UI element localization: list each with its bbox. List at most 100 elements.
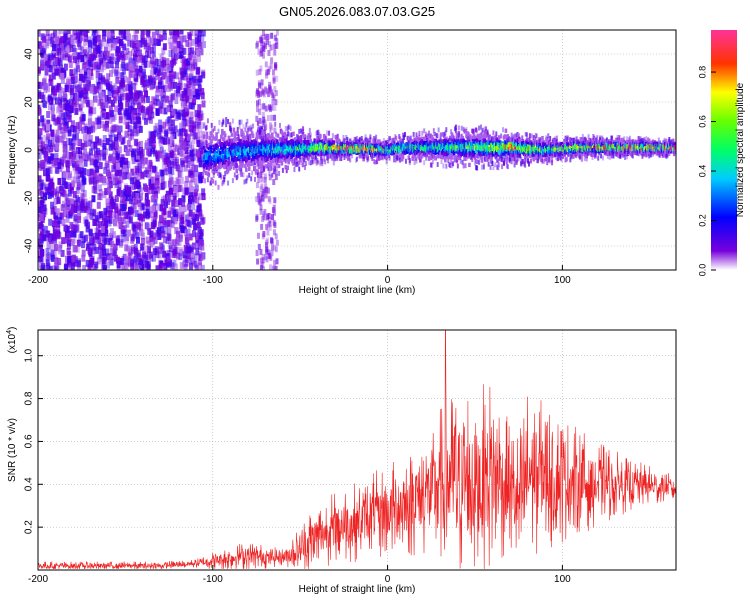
heatmap-cell xyxy=(233,155,237,161)
heatmap-cell xyxy=(396,155,399,161)
heatmap-cell xyxy=(70,145,75,153)
heatmap-cell xyxy=(81,175,86,183)
heatmap-cell xyxy=(343,137,346,143)
heatmap-cell xyxy=(241,134,244,140)
heatmap-cell xyxy=(95,147,100,155)
heatmap-cell xyxy=(168,100,173,108)
heatmap-cell xyxy=(152,38,157,46)
heatmap-cell xyxy=(265,186,269,193)
heatmap-cell xyxy=(142,113,147,121)
heatmap-cell xyxy=(332,160,335,166)
heatmap-cell xyxy=(189,129,194,137)
heatmap-cell xyxy=(151,50,156,58)
heatmap-cell xyxy=(194,164,199,172)
heatmap-cell xyxy=(62,141,67,149)
heatmap-cell xyxy=(47,103,52,111)
heatmap-cell xyxy=(251,170,254,176)
heatmap-cell xyxy=(168,178,173,186)
heatmap-cell xyxy=(106,73,111,81)
heatmap-cell xyxy=(135,40,140,48)
heatmap-cell xyxy=(69,36,74,44)
heatmap-cell xyxy=(245,160,248,166)
heatmap-cell xyxy=(135,128,140,136)
heatmap-cell xyxy=(264,105,268,112)
heatmap-cell xyxy=(246,175,249,181)
heatmap-cell xyxy=(70,207,75,215)
heatmap-cell xyxy=(198,156,203,164)
heatmap-cell xyxy=(80,30,85,36)
heatmap-cell xyxy=(268,162,271,168)
heatmap-cell xyxy=(115,180,120,188)
heatmap-cell xyxy=(236,173,239,179)
heatmap-cell xyxy=(72,230,77,238)
heatmap-cell xyxy=(57,247,62,255)
heatmap-cell xyxy=(62,91,67,99)
heatmap-cell xyxy=(79,116,84,124)
heatmap-cell xyxy=(192,196,197,204)
heatmap-cell xyxy=(45,248,50,256)
heatmap-cell xyxy=(178,247,183,255)
heatmap-cell xyxy=(72,190,77,198)
heatmap-cell xyxy=(385,159,388,165)
heatmap-cell xyxy=(268,85,272,92)
heatmap-cell xyxy=(109,252,114,260)
heatmap-cell xyxy=(50,190,55,198)
heatmap-cell xyxy=(146,30,151,38)
heatmap-cell xyxy=(189,149,194,157)
heatmap-cell xyxy=(51,32,56,40)
heatmap-cell xyxy=(151,147,156,155)
heatmap-cell xyxy=(63,30,68,37)
heatmap-cell xyxy=(159,68,164,76)
heatmap-cell xyxy=(55,129,60,137)
heatmap-cell xyxy=(369,134,372,140)
heatmap-cell xyxy=(266,136,269,142)
heatmap-cell xyxy=(258,108,262,115)
heatmap-cell xyxy=(94,176,99,184)
heatmap-cell xyxy=(181,125,186,133)
heatmap-cell xyxy=(75,164,80,172)
heatmap-cell xyxy=(246,157,249,162)
heatmap-cell xyxy=(180,73,185,81)
heatmap-cell xyxy=(216,165,219,170)
heatmap-cell xyxy=(391,138,394,143)
heatmap-cell xyxy=(422,140,426,146)
heatmap-cell xyxy=(78,73,83,81)
heatmap-cell xyxy=(81,75,86,83)
heatmap-cell xyxy=(45,265,50,270)
heatmap-cell xyxy=(53,88,58,96)
heatmap-cell xyxy=(230,132,234,137)
heatmap-cell xyxy=(60,204,65,212)
heatmap-cell xyxy=(40,119,45,127)
heatmap-cell xyxy=(38,30,41,37)
heatmap-cell xyxy=(231,178,234,184)
heatmap-cell xyxy=(102,191,107,199)
heatmap-cell xyxy=(132,59,137,67)
heatmap-cell xyxy=(105,202,110,210)
heatmap-cell xyxy=(204,145,207,151)
heatmap-cell xyxy=(211,135,215,140)
heatmap-cell xyxy=(179,35,184,43)
heatmap-cell xyxy=(166,116,171,124)
heatmap-cell xyxy=(420,136,424,142)
heatmap-cell xyxy=(76,39,81,47)
heatmap-cell xyxy=(186,213,191,221)
heatmap-cell xyxy=(353,136,357,142)
heatmap-cell xyxy=(199,229,204,237)
heatmap-cell xyxy=(149,37,154,45)
heatmap-cell xyxy=(211,179,215,184)
heatmap-cell xyxy=(169,177,174,185)
heatmap-cell xyxy=(194,40,199,48)
heatmap-cell xyxy=(378,154,381,160)
heatmap-cell xyxy=(221,128,224,134)
heatmap-cell xyxy=(194,115,199,123)
heatmap-cell xyxy=(261,138,264,144)
heatmap-cell xyxy=(231,160,235,165)
heatmap-cell xyxy=(104,160,109,168)
heatmap-cell xyxy=(158,263,163,270)
heatmap-cell xyxy=(85,225,90,233)
heatmap-cell xyxy=(127,185,132,193)
heatmap-cell xyxy=(119,30,124,34)
heatmap-cell xyxy=(128,144,133,152)
heatmap-cell xyxy=(184,109,189,117)
heatmap-cell xyxy=(142,74,147,82)
